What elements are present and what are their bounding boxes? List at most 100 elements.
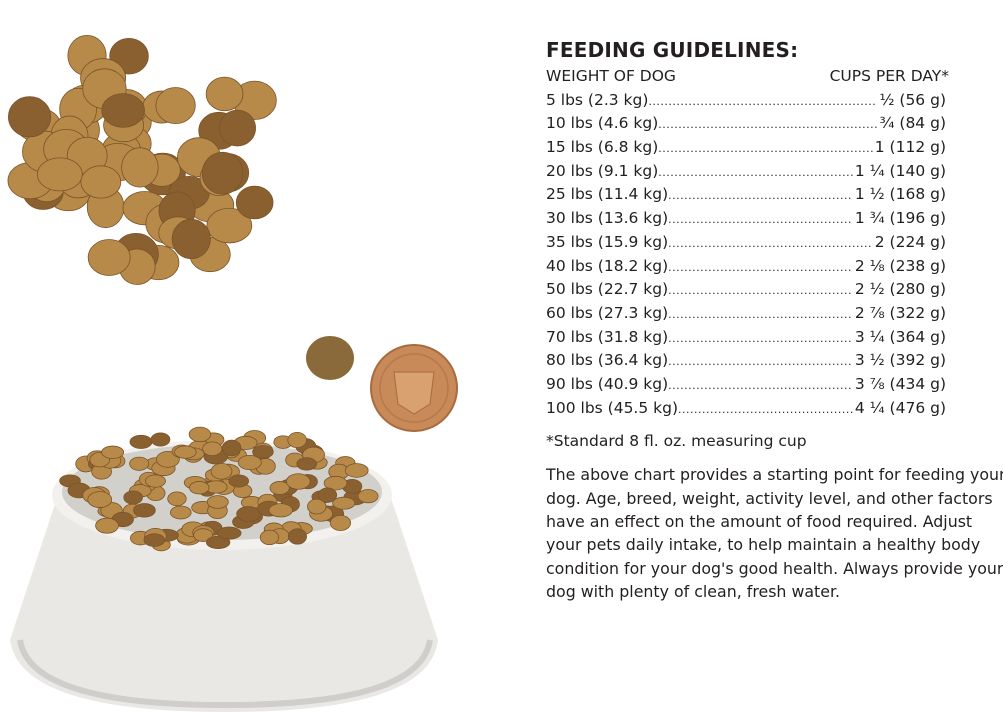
cups-per-day: 4 ¼ (476 g) bbox=[853, 397, 946, 421]
table-row: 100 lbs (45.5 kg) 4 ¼ (476 g) bbox=[546, 397, 946, 421]
kibble-piece bbox=[88, 240, 130, 276]
kibble-piece bbox=[130, 435, 152, 448]
kibble-piece bbox=[124, 491, 143, 504]
kibble-piece bbox=[134, 504, 156, 518]
kibble-piece bbox=[358, 489, 378, 502]
kibble-piece bbox=[229, 475, 249, 487]
kibble-piece bbox=[237, 507, 260, 522]
table-row: 30 lbs (13.6 kg) 1 ¾ (196 g) bbox=[546, 207, 946, 231]
cups-per-day: 1 ½ (168 g) bbox=[853, 183, 946, 207]
dog-weight: 35 lbs (15.9 kg) bbox=[546, 231, 668, 255]
table-row: 35 lbs (15.9 kg) 2 (224 g) bbox=[546, 231, 946, 255]
leader-dots bbox=[668, 279, 853, 303]
kibble-piece bbox=[189, 481, 208, 494]
kibble-piece bbox=[202, 152, 243, 194]
leader-dots bbox=[668, 374, 853, 398]
weight-column-header: WEIGHT OF DOG bbox=[546, 65, 676, 89]
table-row: 40 lbs (18.2 kg) 2 ⅛ (238 g) bbox=[546, 255, 946, 279]
cups-column-header: CUPS PER DAY* bbox=[830, 65, 949, 89]
feeding-table: 5 lbs (2.3 kg) ½ (56 g) 10 lbs (4.6 kg) ¾ (… bbox=[546, 89, 966, 421]
dog-weight: 100 lbs (45.5 kg) bbox=[546, 397, 678, 421]
leader-dots bbox=[668, 232, 873, 256]
cups-per-day: 2 ⅞ (322 g) bbox=[853, 302, 946, 326]
kibble-piece bbox=[102, 94, 145, 128]
kibble-piece bbox=[330, 515, 350, 530]
dog-weight: 5 lbs (2.3 kg) bbox=[546, 89, 648, 113]
dog-weight: 25 lbs (11.4 kg) bbox=[546, 183, 668, 207]
kibble-piece bbox=[168, 492, 187, 506]
table-row: 25 lbs (11.4 kg) 1 ½ (168 g) bbox=[546, 183, 946, 207]
dog-weight: 30 lbs (13.6 kg) bbox=[546, 207, 668, 231]
table-row: 70 lbs (31.8 kg) 3 ¼ (364 g) bbox=[546, 326, 946, 350]
kibble-piece bbox=[203, 442, 222, 456]
cups-per-day: 1 ¼ (140 g) bbox=[853, 160, 946, 184]
kibble-piece bbox=[156, 87, 195, 123]
table-row: 90 lbs (40.9 kg) 3 ⅞ (434 g) bbox=[546, 373, 946, 397]
dog-weight: 80 lbs (36.4 kg) bbox=[546, 349, 668, 373]
dog-weight: 10 lbs (4.6 kg) bbox=[546, 112, 658, 136]
kibble-piece bbox=[253, 445, 274, 458]
cups-per-day: ½ (56 g) bbox=[877, 89, 946, 113]
cups-per-day: 3 ⅞ (434 g) bbox=[853, 373, 946, 397]
kibble-piece bbox=[236, 186, 273, 219]
kibble-piece bbox=[130, 457, 149, 470]
kibble-piece bbox=[88, 492, 112, 508]
dog-weight: 90 lbs (40.9 kg) bbox=[546, 373, 668, 397]
table-row: 50 lbs (22.7 kg) 2 ½ (280 g) bbox=[546, 278, 946, 302]
cups-per-day: 2 ½ (280 g) bbox=[853, 278, 946, 302]
leader-dots bbox=[658, 161, 853, 185]
leader-dots bbox=[678, 398, 853, 422]
guidelines-title: FEEDING GUIDELINES: bbox=[546, 38, 966, 62]
cups-per-day: 3 ¼ (364 g) bbox=[853, 326, 946, 350]
kibble-piece bbox=[172, 219, 210, 258]
penny-coin-image bbox=[371, 345, 457, 431]
dog-bowl-image bbox=[10, 427, 438, 712]
cups-per-day: 3 ½ (392 g) bbox=[853, 349, 946, 373]
dog-weight: 40 lbs (18.2 kg) bbox=[546, 255, 668, 279]
kibble-piece bbox=[170, 506, 191, 519]
table-row: 5 lbs (2.3 kg) ½ (56 g) bbox=[546, 89, 946, 113]
leader-dots bbox=[648, 90, 877, 114]
kibble-piece bbox=[96, 518, 119, 533]
kibble-piece bbox=[174, 446, 196, 459]
leader-dots bbox=[668, 303, 853, 327]
table-row: 80 lbs (36.4 kg) 3 ½ (392 g) bbox=[546, 349, 946, 373]
kibble-piece bbox=[8, 97, 50, 137]
dog-weight: 60 lbs (27.3 kg) bbox=[546, 302, 668, 326]
dog-weight: 70 lbs (31.8 kg) bbox=[546, 326, 668, 350]
cups-per-day: 2 (224 g) bbox=[873, 231, 946, 255]
leader-dots bbox=[668, 256, 853, 280]
cups-per-day: 2 ⅛ (238 g) bbox=[853, 255, 946, 279]
kibble-piece bbox=[297, 458, 317, 470]
kibble-piece bbox=[288, 529, 306, 544]
guidance-paragraph: The above chart provides a starting poin… bbox=[546, 463, 1003, 603]
feeding-guidelines: FEEDING GUIDELINES: WEIGHT OF DOG CUPS P… bbox=[546, 38, 966, 603]
kibble-piece bbox=[333, 497, 355, 509]
dog-weight: 50 lbs (22.7 kg) bbox=[546, 278, 668, 302]
kibble-piece bbox=[189, 427, 210, 442]
footnote: *Standard 8 fl. oz. measuring cup bbox=[546, 432, 966, 450]
leader-dots bbox=[658, 137, 872, 161]
cups-per-day: ¾ (84 g) bbox=[877, 112, 946, 136]
table-header: WEIGHT OF DOG CUPS PER DAY* bbox=[546, 65, 966, 89]
single-kibble-image bbox=[306, 336, 354, 380]
kibble-piece bbox=[260, 530, 279, 545]
kibble-piece bbox=[222, 440, 241, 455]
table-row: 15 lbs (6.8 kg) 1 (112 g) bbox=[546, 136, 946, 160]
kibble-piece bbox=[286, 474, 310, 490]
kibble-piece bbox=[211, 463, 232, 479]
kibble-piece bbox=[122, 148, 159, 187]
kibble-piece bbox=[217, 527, 241, 539]
leader-dots bbox=[668, 327, 853, 351]
kibble-piece bbox=[81, 166, 121, 198]
kibble-piece bbox=[288, 432, 307, 447]
kibble-piece bbox=[345, 464, 368, 478]
leader-dots bbox=[668, 184, 853, 208]
table-row: 20 lbs (9.1 kg)1 ¼ (140 g) bbox=[546, 160, 946, 184]
kibble-piece bbox=[269, 504, 292, 517]
table-row: 60 lbs (27.3 kg) 2 ⅞ (322 g) bbox=[546, 302, 946, 326]
leader-dots bbox=[668, 350, 853, 374]
table-row: 10 lbs (4.6 kg) ¾ (84 g) bbox=[546, 112, 946, 136]
kibble-pile-image bbox=[8, 35, 276, 284]
kibble-piece bbox=[207, 496, 228, 509]
